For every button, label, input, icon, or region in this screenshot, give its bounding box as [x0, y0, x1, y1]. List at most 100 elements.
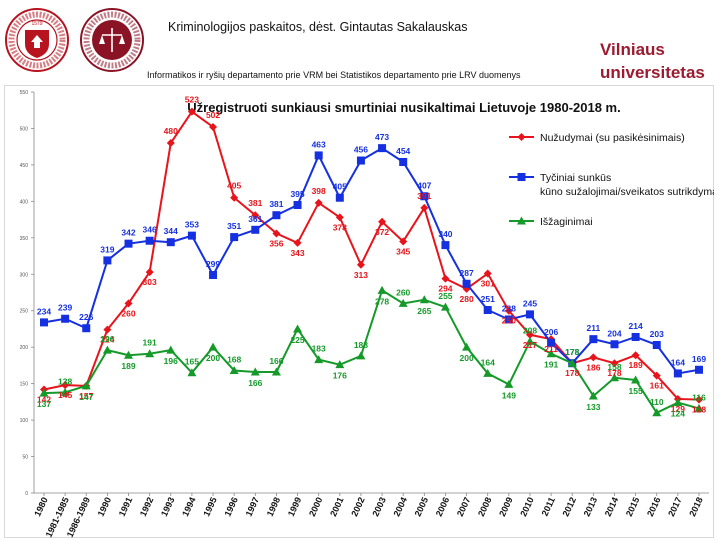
data-label-red: 303: [143, 277, 157, 287]
data-point-green: [124, 350, 134, 359]
data-label-green: 165: [185, 357, 199, 367]
data-label-red: 178: [607, 368, 621, 378]
data-point-green: [229, 366, 239, 375]
data-point-blue: [610, 340, 619, 349]
y-tick-label: 450: [20, 163, 29, 169]
data-label-green: 196: [100, 334, 114, 344]
data-point-blue: [187, 231, 196, 240]
data-label-red: 398: [312, 186, 326, 196]
data-label-blue: 245: [523, 298, 537, 308]
data-point-red: [145, 268, 154, 277]
data-point-red: [124, 299, 133, 308]
y-tick-label: 550: [20, 90, 29, 96]
data-point-green: [588, 391, 598, 400]
data-label-green: 133: [586, 402, 600, 412]
data-label-green: 176: [333, 371, 347, 381]
data-label-blue: 361: [248, 214, 262, 224]
data-point-blue: [399, 157, 408, 166]
data-label-blue: 351: [227, 221, 241, 231]
data-label-blue: 234: [37, 306, 51, 316]
data-point-green: [271, 367, 281, 376]
data-label-blue: 164: [671, 357, 685, 367]
university-brand: Vilniaus universitetas: [600, 38, 705, 84]
data-label-red: 224: [100, 335, 114, 345]
data-label-blue: 169: [692, 354, 706, 364]
data-label-red: 186: [586, 362, 600, 372]
data-label-blue: 381: [269, 199, 283, 209]
y-tick-label: 100: [20, 418, 29, 424]
data-point-green: [398, 298, 408, 307]
legend-marker-red: [517, 133, 526, 141]
data-point-blue: [293, 201, 302, 210]
data-label-blue: 203: [650, 329, 664, 339]
data-label-green: 265: [417, 306, 431, 316]
data-point-green: [314, 355, 324, 364]
data-label-blue: 395: [290, 189, 304, 199]
data-point-blue: [40, 318, 48, 327]
data-point-green: [546, 349, 556, 358]
data-label-red: 523: [185, 95, 199, 105]
data-label-blue: 407: [417, 180, 431, 190]
data-label-red: 372: [375, 227, 389, 237]
data-label-blue: 456: [354, 145, 368, 155]
data-point-blue: [103, 256, 112, 265]
y-tick-label: 350: [20, 236, 29, 242]
data-label-red: 178: [565, 368, 579, 378]
data-label-green: 191: [544, 360, 558, 370]
data-label-green: 138: [58, 376, 72, 386]
data-point-green: [694, 403, 704, 412]
data-label-red: 313: [354, 270, 368, 280]
data-label-red: 189: [629, 360, 643, 370]
data-point-blue: [462, 279, 471, 288]
data-label-green: 124: [671, 409, 685, 419]
data-label-red: 260: [121, 308, 135, 318]
data-point-red: [293, 238, 302, 247]
data-label-green: 200: [206, 353, 220, 363]
data-label-blue: 405: [333, 182, 347, 192]
data-point-blue: [230, 233, 239, 242]
legend-label-red: Nužudymai (su pasikėsinimais): [540, 132, 685, 144]
data-point-blue: [61, 314, 70, 323]
data-point-blue: [589, 335, 598, 344]
data-label-green: 166: [248, 378, 262, 388]
law-faculty-seal-logo: 1641: [80, 8, 144, 72]
data-point-green: [462, 342, 472, 351]
data-point-red: [504, 306, 513, 315]
data-point-green: [419, 295, 429, 304]
left-seal-year: 1579: [31, 21, 42, 27]
data-point-green: [525, 336, 535, 345]
data-label-red: 161: [650, 381, 664, 391]
legend-marker-green: [517, 216, 526, 225]
data-label-blue: 346: [143, 225, 157, 235]
data-label-green: 188: [354, 340, 368, 350]
data-point-red: [314, 198, 323, 207]
data-point-green: [60, 387, 70, 396]
data-point-blue: [673, 369, 682, 378]
data-point-red: [166, 139, 175, 148]
data-label-green: 168: [227, 355, 241, 365]
data-label-red: 405: [227, 181, 241, 191]
data-label-green: 116: [692, 392, 706, 402]
data-label-green: 196: [164, 356, 178, 366]
data-label-blue: 319: [100, 244, 114, 254]
data-label-blue: 226: [79, 312, 93, 322]
data-label-blue: 342: [121, 228, 135, 238]
data-label-red: 480: [164, 126, 178, 136]
data-point-blue: [335, 193, 344, 202]
data-label-blue: 340: [438, 229, 452, 239]
series-line-green: [43, 288, 700, 415]
data-label-blue: 238: [502, 303, 516, 313]
data-point-green: [187, 368, 197, 377]
data-point-blue: [631, 332, 640, 341]
data-point-blue: [378, 144, 387, 153]
data-label-red: 356: [269, 238, 283, 248]
data-point-blue: [525, 310, 534, 319]
data-label-red: 128: [692, 405, 706, 415]
data-point-green: [652, 408, 662, 417]
data-label-blue: 473: [375, 132, 389, 142]
data-label-red: 294: [438, 284, 452, 294]
header-title: Kriminologijos paskaitos, dėst. Gintauta…: [168, 20, 468, 34]
data-label-red: 217: [523, 340, 537, 350]
data-label-red: 142: [37, 394, 51, 404]
data-point-red: [378, 217, 387, 226]
